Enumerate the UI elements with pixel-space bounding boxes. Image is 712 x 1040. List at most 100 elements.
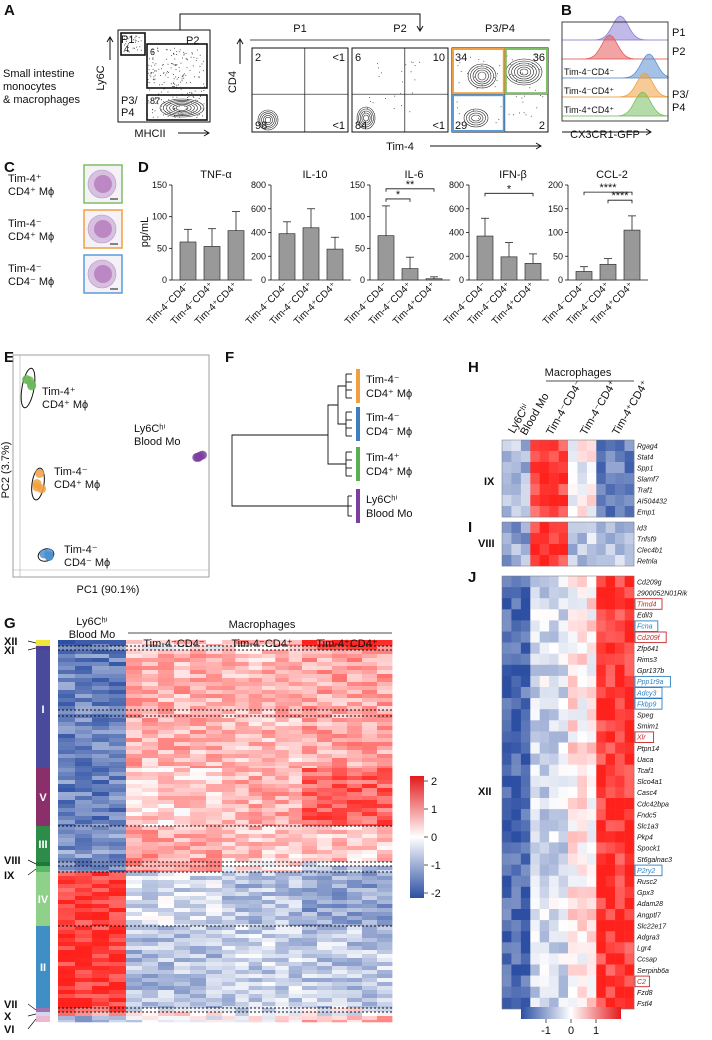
heatmap-cell (174, 746, 191, 751)
heatmap-cell (190, 766, 207, 769)
heatmap-cell (332, 644, 348, 647)
cluster-label-leader (27, 1018, 37, 1030)
heatmap-cell (235, 846, 249, 851)
heatmap-cell (624, 742, 635, 754)
heatmap-cell (624, 484, 635, 496)
heatmap-cell (126, 938, 143, 943)
heatmap-cell (347, 694, 363, 699)
panel-g: G XIIXIIVIIIVIIIIXIVIIVIIXVIMacrophagesL… (4, 615, 441, 1036)
heatmap-cell (502, 587, 512, 599)
gene-label: Lgr4 (637, 946, 651, 953)
heatmap-cell (109, 710, 127, 715)
heatmap-cell (190, 830, 207, 835)
heatmap-cell (190, 1012, 207, 1017)
event-dot (128, 51, 130, 53)
tim4-arrow (430, 142, 542, 150)
heatmap-cell (206, 644, 223, 647)
heatmap-cell (530, 576, 540, 588)
heatmap-cell (520, 709, 531, 721)
heatmap-cell (158, 686, 175, 691)
event-dot (167, 76, 169, 78)
heatmap-cell (235, 650, 249, 655)
event-dot (125, 35, 127, 37)
heatmap-cell (174, 974, 191, 979)
sub-plot-title: P3/P4 (485, 23, 515, 35)
heatmap-cell (615, 495, 625, 507)
heatmap-cell (549, 473, 559, 485)
event-dot (474, 76, 476, 78)
heatmap-cell (174, 808, 191, 813)
heatmap-cell (605, 920, 616, 932)
heatmap-cell (174, 640, 191, 645)
heatmap-cell (302, 734, 318, 739)
heatmap-cell (302, 714, 318, 719)
heatmap-cell (275, 734, 289, 739)
heatmap-cell (302, 872, 318, 877)
heatmap-cell (332, 742, 348, 747)
heatmap-cell (248, 690, 263, 695)
event-dot (153, 82, 155, 84)
heatmap-cell (206, 946, 223, 951)
heatmap-cell (235, 674, 249, 679)
heatmap-cell (190, 746, 207, 751)
heatmap-cell (362, 788, 378, 793)
heatmap-cell (158, 654, 175, 659)
event-dot (372, 102, 374, 104)
heatmap-cell (549, 720, 559, 732)
sub-axis-label-tim4: Tim-4 (386, 141, 414, 153)
heatmap-cell (109, 742, 127, 747)
heatmap-cell (377, 758, 393, 763)
heatmap-cell (92, 842, 110, 847)
heatmap-cell (174, 804, 191, 809)
heatmap-cell (332, 772, 348, 777)
event-dot (198, 98, 200, 99)
heatmap-cell (520, 786, 531, 799)
heatmap-cell (275, 682, 289, 687)
heatmap-cell (92, 682, 110, 687)
heatmap-cell (302, 726, 318, 731)
heatmap-cell (158, 916, 175, 921)
heatmap-cell (568, 864, 578, 876)
heatmap-cell (347, 730, 363, 735)
heatmap-cell (502, 820, 512, 832)
heatmap-cell (222, 710, 236, 715)
heatmap-cell (222, 978, 236, 983)
heatmap-cell (302, 690, 318, 695)
heatmap-cell (317, 986, 333, 991)
heatmap-cell (109, 1020, 127, 1023)
heatmap-cell (92, 916, 110, 921)
heatmap-cell (530, 687, 540, 699)
heatmap-cell (206, 1020, 223, 1023)
scale-tick-label: 2 (431, 776, 437, 788)
heatmap-cell (568, 942, 578, 954)
heatmap-cell (362, 994, 378, 999)
cell-label-line1: Tim-4⁻ (8, 263, 42, 275)
event-dot (510, 73, 512, 75)
heatmap-cell (174, 850, 191, 855)
cluster-label-inside: I (41, 704, 44, 716)
heatmap-cell (206, 850, 223, 855)
heatmap-cell (190, 792, 207, 797)
heatmap-cell (235, 718, 249, 723)
heatmap-cell (615, 997, 625, 1010)
event-dot (186, 67, 188, 69)
heatmap-cell (288, 842, 303, 847)
heatmap-cell (142, 812, 159, 817)
gene-label: Fcna (637, 624, 653, 631)
heatmap-cell (206, 1012, 223, 1017)
event-dot (458, 113, 460, 115)
event-dot (152, 78, 154, 80)
heatmap-cell (347, 788, 363, 793)
heatmap-cell (332, 880, 348, 885)
heatmap-cell (362, 1016, 378, 1021)
heatmap-cell (206, 1006, 223, 1009)
heatmap-cell (347, 726, 363, 731)
heatmap-cell (615, 620, 625, 632)
heatmap-cell (596, 731, 606, 743)
cluster-label-outside: X (4, 1011, 12, 1023)
heatmap-cell (142, 650, 159, 655)
cluster-label-leader (27, 1013, 37, 1017)
event-dot (132, 39, 134, 41)
heatmap-cell (332, 792, 348, 797)
heatmap-cell (347, 912, 363, 917)
